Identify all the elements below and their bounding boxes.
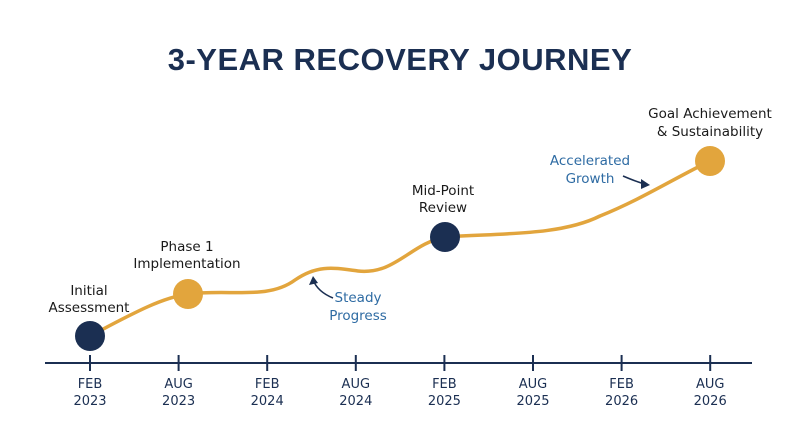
annotation-arrowhead-accelerated bbox=[641, 179, 650, 189]
timeline-tick-month: FEB bbox=[609, 377, 634, 392]
milestone-label-phase-1-line1: Phase 1 bbox=[160, 239, 213, 255]
timeline-tick-year: 2024 bbox=[339, 394, 372, 409]
milestone-label-mid-point-line2: Review bbox=[419, 200, 467, 216]
milestone-marker-mid-point-review bbox=[430, 222, 460, 252]
annotation-steady-line1: Steady bbox=[335, 290, 382, 306]
annotation-arrowhead-steady bbox=[309, 276, 318, 285]
annotation-accelerated-line2: Growth bbox=[566, 171, 615, 187]
timeline-tick-year: 2026 bbox=[694, 394, 727, 409]
timeline-tick-year: 2026 bbox=[605, 394, 638, 409]
timeline-tick-month: AUG bbox=[342, 377, 370, 392]
timeline-tick-year: 2024 bbox=[251, 394, 284, 409]
timeline-ticks: FEB 2023 AUG 2023 FEB 2024 AUG 2024 FEB 2025 AUG 20… bbox=[73, 355, 727, 409]
milestone-label-goal-line1: Goal Achievement bbox=[648, 106, 772, 122]
timeline-tick-month: FEB bbox=[255, 377, 280, 392]
timeline-tick-year: 2023 bbox=[162, 394, 195, 409]
timeline-tick-month: AUG bbox=[519, 377, 547, 392]
milestone-marker-goal-achievement bbox=[695, 146, 725, 176]
milestone-marker-initial-assessment bbox=[75, 321, 105, 351]
timeline-tick-month: AUG bbox=[164, 377, 192, 392]
timeline-tick-month: FEB bbox=[78, 377, 103, 392]
milestone-label-mid-point-line1: Mid-Point bbox=[412, 183, 474, 199]
milestone-label-initial-assessment-line2: Assessment bbox=[49, 300, 130, 316]
diagram-title: 3-YEAR RECOVERY JOURNEY bbox=[168, 42, 633, 77]
timeline-tick-month: AUG bbox=[696, 377, 724, 392]
milestone-marker-phase-1-implementation bbox=[173, 279, 203, 309]
annotation-steady-line2: Progress bbox=[329, 308, 387, 324]
milestone-label-initial-assessment-line1: Initial bbox=[70, 283, 107, 299]
annotation-accelerated-line1: Accelerated bbox=[550, 153, 630, 169]
timeline-tick-year: 2025 bbox=[516, 394, 549, 409]
timeline-tick-year: 2025 bbox=[428, 394, 461, 409]
milestone-label-phase-1-line2: Implementation bbox=[133, 256, 240, 272]
milestone-label-goal-line2: & Sustainability bbox=[657, 124, 763, 140]
timeline-tick-month: FEB bbox=[432, 377, 457, 392]
timeline-tick-year: 2023 bbox=[73, 394, 106, 409]
